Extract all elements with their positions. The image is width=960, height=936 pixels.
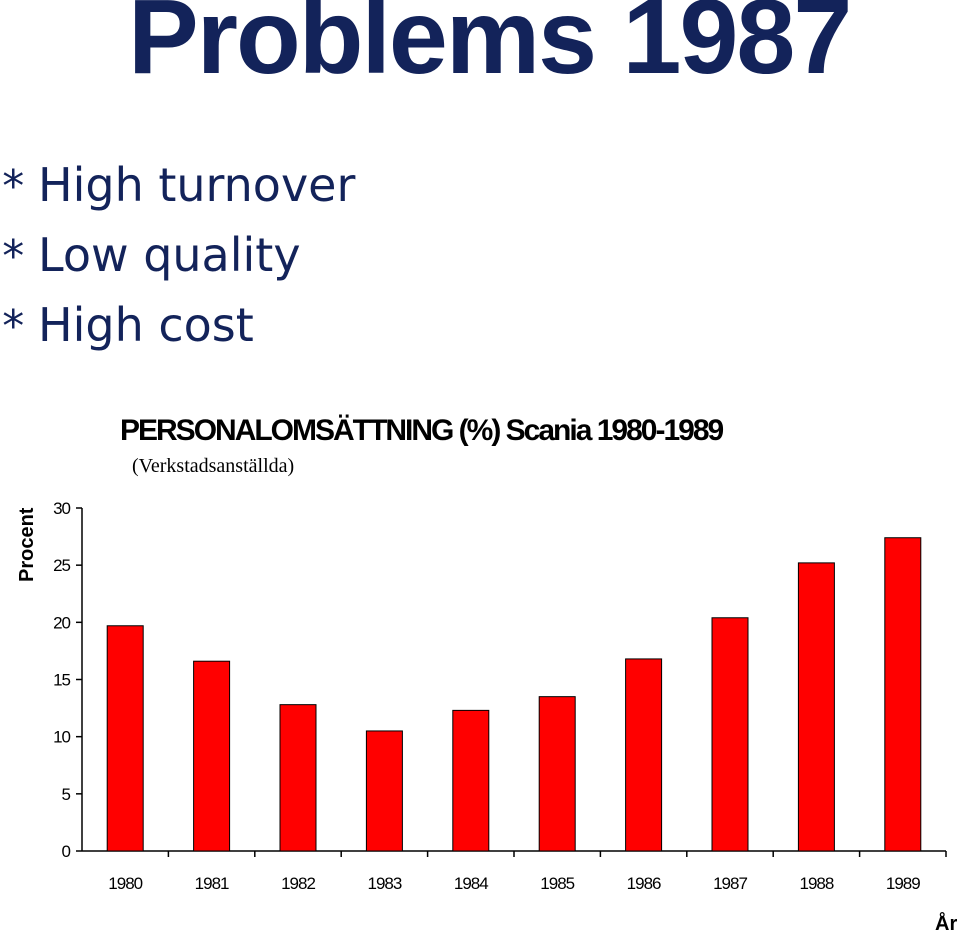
- bullet-item: * Low quality: [0, 228, 355, 298]
- bar-1986: [625, 658, 663, 852]
- bar-1981: [193, 660, 231, 852]
- slide-title: Problems 1987: [128, 0, 852, 96]
- x-tick-label: 1987: [713, 874, 747, 893]
- bullet-item: * High turnover: [0, 158, 355, 228]
- y-tick-label: 20: [53, 613, 70, 632]
- y-tick-label: 5: [62, 785, 71, 804]
- x-tick-label: 1983: [367, 874, 401, 893]
- bar-1988: [797, 562, 835, 852]
- x-tick-label: 1985: [540, 874, 574, 893]
- x-tick-label: 1984: [454, 874, 488, 893]
- y-tick-label: 15: [53, 671, 70, 690]
- chart-title: PERSONALOMSÄTTNING (%) Scania 1980-1989: [120, 414, 724, 447]
- bullet-text: Low quality: [38, 228, 301, 282]
- x-tick-label: 1989: [886, 874, 920, 893]
- x-tick-label: 1980: [108, 874, 142, 893]
- bar-1983: [365, 730, 403, 852]
- y-axis-label: Procent: [16, 507, 38, 582]
- bullet-marker: *: [0, 301, 27, 352]
- chart-subtitle: (Verkstadsanställda): [132, 455, 294, 477]
- bullet-text: High turnover: [38, 158, 356, 212]
- bullet-list: * High turnover * Low quality * High cos…: [0, 158, 355, 368]
- y-tick-label: 30: [53, 499, 70, 518]
- x-tick-label: 1981: [195, 874, 229, 893]
- x-tick-label: 1986: [627, 874, 661, 893]
- y-tick-label: 10: [53, 728, 70, 747]
- bar-1987: [711, 617, 749, 852]
- y-tick-label: 25: [53, 556, 70, 575]
- turnover-bar-chart: PERSONALOMSÄTTNING (%) Scania 1980-1989 …: [16, 414, 957, 935]
- x-tick-label: 1988: [799, 874, 833, 893]
- bullet-marker: *: [0, 161, 27, 212]
- y-tick-label: 0: [62, 842, 71, 861]
- bullet-item: * High cost: [0, 298, 355, 368]
- bar-1984: [452, 709, 490, 852]
- bar-1980: [106, 625, 144, 852]
- x-tick-label: 1982: [281, 874, 315, 893]
- bullet-text: High cost: [38, 298, 254, 352]
- x-axis-label: År: [935, 911, 957, 935]
- plot-area: 0 5 10 15 20 25 30 1980 1981 1982 1983 1984 1985 1986…: [53, 499, 947, 893]
- bar-1985: [538, 696, 576, 852]
- bullet-marker: *: [0, 231, 27, 282]
- bar-1989: [884, 537, 922, 852]
- bar-1982: [279, 704, 317, 852]
